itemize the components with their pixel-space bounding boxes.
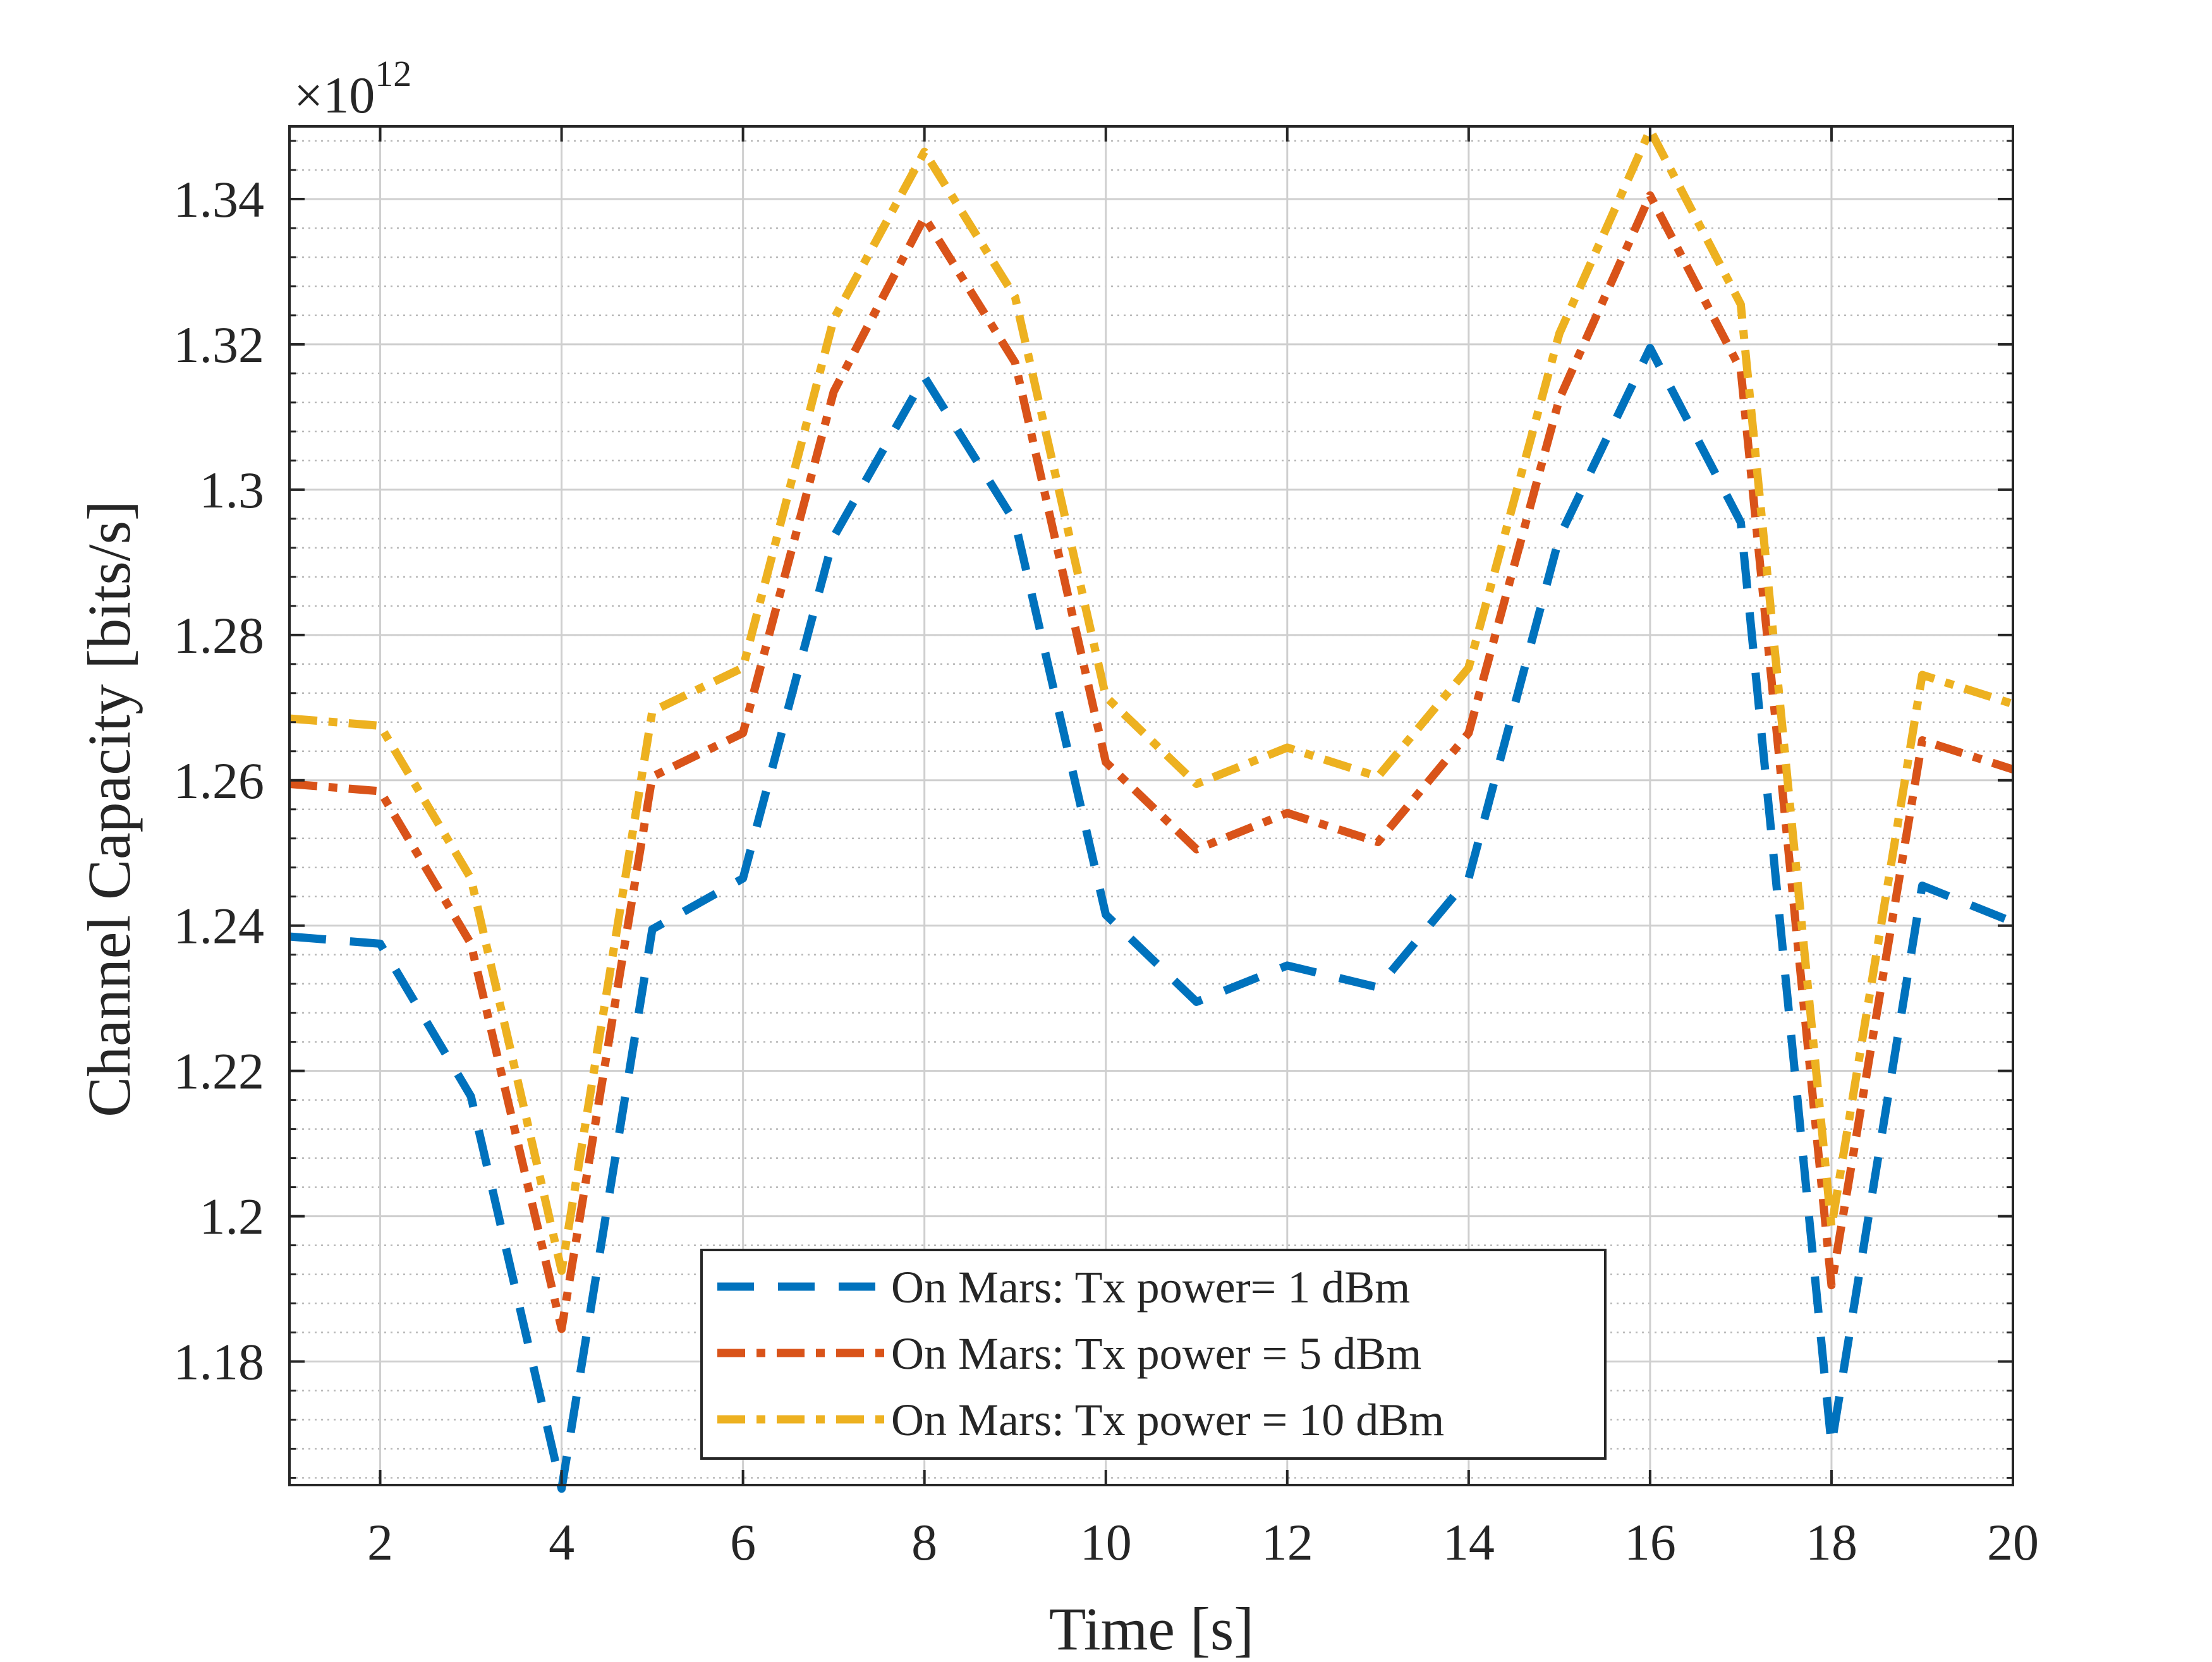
y-tick-label: 1.18 [174, 1333, 265, 1391]
y-tick-label: 1.22 [174, 1043, 265, 1100]
y-tick-label: 1.34 [174, 171, 265, 228]
x-tick-label: 10 [1080, 1513, 1132, 1571]
y-axis-exponent-label: ×1012 [294, 53, 411, 124]
grid [289, 126, 2014, 1485]
x-tick-label: 8 [911, 1513, 937, 1571]
x-tick-label: 2 [367, 1513, 393, 1571]
series-line-3 [289, 126, 2014, 1275]
y-tick-label: 1.28 [174, 607, 265, 664]
axes: 1.18 1.2 1.22 1.24 1.26 1.28 1.3 1.32 1.34 2 4 6 8 10… [174, 125, 2039, 1571]
y-tick-label: 1.24 [174, 897, 265, 955]
x-axis-title: Time [s] [1049, 1595, 1255, 1659]
x-tick-label: 18 [1806, 1513, 1857, 1571]
series-line-2 [289, 191, 2014, 1333]
series-line-1 [289, 344, 2015, 1493]
y-tick-label: 1.2 [200, 1188, 265, 1246]
exponent-base: ×10 [294, 66, 375, 124]
x-tick-label: 14 [1443, 1513, 1495, 1571]
legend[interactable]: On Mars: Tx power= 1 dBm On Mars: Tx powe… [700, 1249, 1607, 1460]
y-tick-label: 1.32 [174, 316, 265, 373]
x-tick-label: 12 [1261, 1513, 1313, 1571]
x-tick-label: 4 [549, 1513, 574, 1571]
axes-box [288, 125, 2014, 1486]
exponent-power: 12 [375, 53, 411, 94]
y-tick-label: 1.3 [200, 461, 265, 519]
legend-label-2: On Mars: Tx power = 5 dBm [891, 1328, 1421, 1379]
x-tick-label: 20 [1987, 1513, 2039, 1571]
y-tick-label: 1.26 [174, 752, 265, 810]
x-tick-label: 6 [730, 1513, 756, 1571]
legend-label-3: On Mars: Tx power = 10 dBm [891, 1395, 1444, 1445]
data-series [289, 126, 2015, 1493]
x-tick-label: 16 [1624, 1513, 1676, 1571]
legend-label-1: On Mars: Tx power= 1 dBm [891, 1262, 1410, 1313]
y-axis-title: Channel Capacity [bits/s] [75, 500, 143, 1117]
